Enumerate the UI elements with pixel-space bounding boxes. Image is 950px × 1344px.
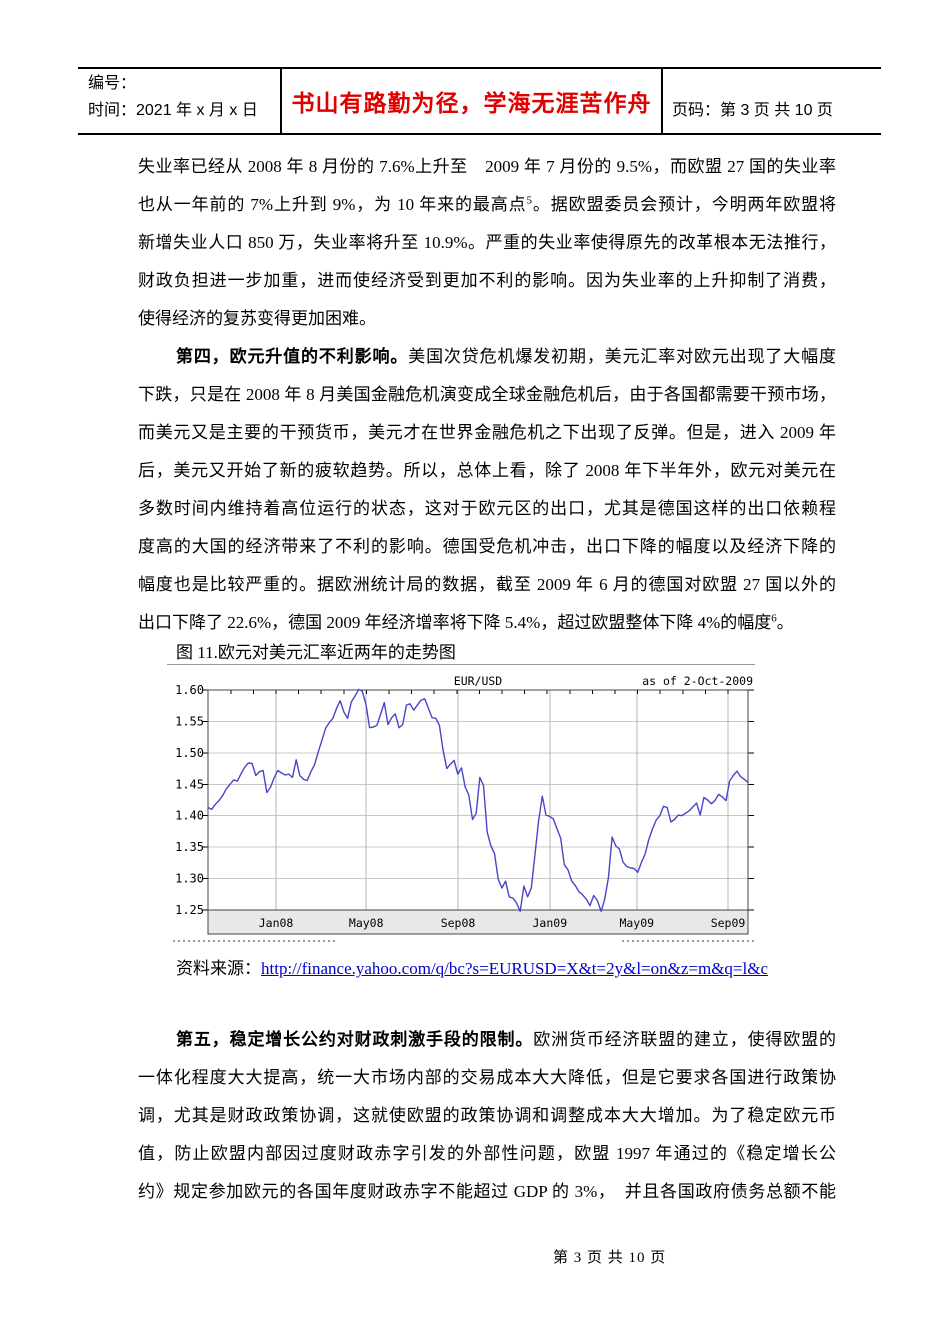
table-divider-1 bbox=[280, 67, 282, 135]
x-tick-label: May09 bbox=[619, 916, 654, 930]
text-line: 度高的大国的经济带来了不利的影响。德国受危机冲击，出口下降的幅度以及经济下降的 bbox=[138, 537, 836, 556]
y-tick-label: 1.50 bbox=[175, 746, 204, 760]
header-cell-meta: 编号： 时间：2021 年 x 月 x 日 bbox=[88, 70, 273, 124]
text-line: 财政负担进一步加重，进而使经济受到更加不利的影响。因为失业率的上升抑制了消费， bbox=[138, 271, 836, 290]
text-line: 约》规定参加欧元的各国年度财政赤字不能超过 GDP 的 3%， 并且各国政府债务… bbox=[138, 1182, 836, 1201]
y-tick-label: 1.30 bbox=[175, 872, 204, 886]
plot-border bbox=[207, 689, 749, 911]
price-line bbox=[207, 688, 749, 913]
text-line: 第四，欧元升值的不利影响。美国次贷危机爆发初期，美元汇率对欧元出现了大幅度 bbox=[176, 347, 837, 366]
y-tick-label: 1.45 bbox=[175, 777, 204, 791]
x-tick-label: Sep09 bbox=[711, 916, 746, 930]
y-tick-label: 1.35 bbox=[175, 840, 204, 854]
text-line: 幅度也是比较严重的。据欧洲统计局的数据，截至 2009 年 6 月的德国对欧盟 … bbox=[138, 575, 836, 594]
text-line: 值，防止欧盟内部因过度财政赤字引发的外部性问题，欧盟 1997 年通过的《稳定增… bbox=[138, 1144, 836, 1163]
paragraph-p3: 第五，稳定增长公约对财政刺激手段的限制。欧洲货币经济联盟的建立，使得欧盟的一体化… bbox=[138, 1021, 836, 1211]
text-line: 使得经济的复苏变得更加困难。 bbox=[138, 309, 376, 328]
eurusd-chart-svg: EUR/USD as of 2-Oct-2009 1.60 1.55 1.50 1.45 1… bbox=[167, 664, 755, 942]
text-line: 多数时间内维持着高位运行的状态，这对于欧元区的出口，尤其是德国这样的出口依赖程 bbox=[138, 499, 836, 518]
header-page-info: 页码：第 3 页 共 10 页 bbox=[672, 102, 833, 119]
x-tick-label: Jan09 bbox=[533, 916, 568, 930]
doc-time-label: 时间：2021 年 x 月 x 日 bbox=[88, 102, 258, 119]
table-border-top bbox=[78, 67, 881, 69]
footer-page-number: 第 3 页 共 10 页 bbox=[553, 1250, 667, 1266]
y-tick-label: 1.25 bbox=[175, 903, 204, 917]
y-tick-label: 1.60 bbox=[175, 683, 204, 697]
text-line: 而美元又是主要的干预货币，美元才在世界金融危机之下出现了反弹。但是，进入 200… bbox=[138, 423, 836, 442]
text-line: 出口下降了 22.6%，德国 2009 年经济增率将下降 5.4%，超过欧盟整体… bbox=[138, 612, 794, 632]
source-line: 资料来源：http://finance.yahoo.com/q/bc?s=EUR… bbox=[176, 956, 768, 982]
x-tick-label: Sep08 bbox=[441, 916, 476, 930]
text-line: 一体化程度大大提高，统一大市场内部的交易成本大大降低，但是它要求各国进行政策协 bbox=[138, 1068, 836, 1087]
y-tick-label: 1.55 bbox=[175, 714, 204, 728]
text-line: 第五，稳定增长公约对财政刺激手段的限制。欧洲货币经济联盟的建立，使得欧盟的 bbox=[176, 1030, 837, 1049]
chart-title: EUR/USD bbox=[454, 674, 503, 688]
x-tick-label: Jan08 bbox=[259, 916, 294, 930]
table-border-bottom bbox=[78, 133, 881, 135]
paragraph-p2: 第四，欧元升值的不利影响。美国次贷危机爆发初期，美元汇率对欧元出现了大幅度下跌，… bbox=[138, 338, 836, 642]
y-tick-label: 1.40 bbox=[175, 809, 204, 823]
table-divider-2 bbox=[661, 67, 663, 135]
source-link[interactable]: http://finance.yahoo.com/q/bc?s=EURUSD=X… bbox=[261, 959, 769, 978]
text-line: 新增失业人口 850 万，失业率将升至 10.9%。严重的失业率使得原先的改革根… bbox=[138, 233, 836, 252]
figure-caption: 图 11.欧元对美元汇率近两年的走势图 bbox=[176, 643, 456, 662]
text-line: 调，尤其是财政政策协调，这就使欧盟的政策协调和调整成本大大增加。为了稳定欧元币 bbox=[138, 1106, 836, 1125]
text-line: 失业率已经从 2008 年 8 月份的 7.6%上升至 2009 年 7 月份的… bbox=[138, 157, 836, 176]
text-line: 后，美元又开始了新的疲软趋势。所以，总体上看，除了 2008 年下半年外，欧元对… bbox=[138, 461, 836, 480]
x-tick-label: May08 bbox=[349, 916, 384, 930]
eurusd-chart: EUR/USD as of 2-Oct-2009 1.60 1.55 1.50 1.45 1… bbox=[167, 664, 755, 946]
doc-number-label: 编号： bbox=[88, 75, 137, 92]
chart-asof-annotation: as of 2-Oct-2009 bbox=[642, 674, 753, 688]
text-line: 下跌，只是在 2008 年 8 月美国金融危机演变成全球金融危机后，由于各国都需… bbox=[138, 385, 836, 404]
motto-text: 书山有路勤为径，学海无涯苦作舟 bbox=[291, 90, 652, 116]
paragraph-p1: 失业率已经从 2008 年 8 月份的 7.6%上升至 2009 年 7 月份的… bbox=[138, 148, 836, 338]
text-line: 也从一年前的 7%上升到 9%，为 10 年来的最高点5。据欧盟委员会预计，今明… bbox=[138, 194, 836, 214]
header-motto: 书山有路勤为径，学海无涯苦作舟 bbox=[282, 68, 661, 134]
source-label: 资料来源： bbox=[176, 959, 261, 978]
